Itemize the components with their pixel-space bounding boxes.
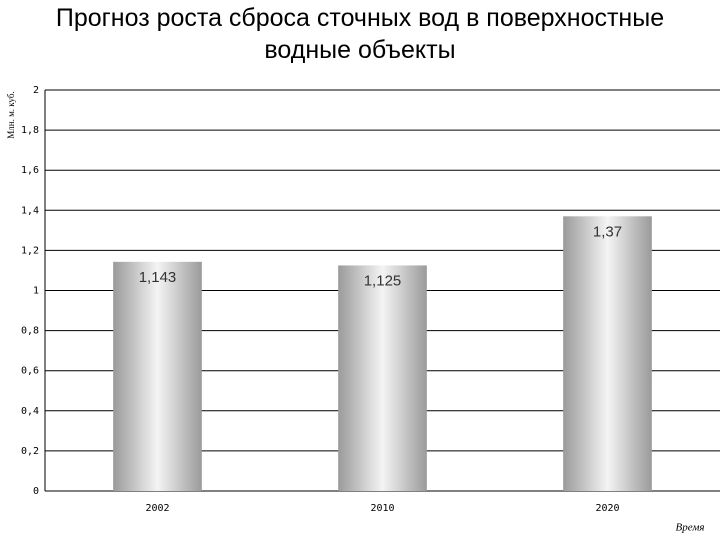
y-tick-label: 1,8 [21, 125, 39, 136]
y-tick-label: 1 [33, 286, 39, 297]
data-label: 1,125 [364, 272, 402, 289]
x-tick-label: 2010 [370, 503, 394, 514]
bar [563, 216, 652, 491]
x-axis-label: Время [676, 522, 705, 534]
x-tick-label: 2020 [595, 503, 619, 514]
chart-title: Прогноз роста сброса сточных вод в повер… [55, 4, 665, 64]
y-tick-label: 0 [33, 486, 39, 497]
y-tick-label: 1,4 [21, 205, 39, 216]
bar [338, 265, 427, 491]
y-tick-label: 1,2 [21, 245, 39, 256]
y-tick-label: 1,6 [21, 165, 39, 176]
x-tick-label: 2002 [145, 503, 169, 514]
data-label: 1,143 [139, 269, 177, 286]
y-tick-label: 0,6 [21, 366, 39, 377]
bar [113, 261, 202, 491]
y-tick-label: 0,2 [21, 446, 39, 457]
y-axis-label: Млн. м. куб. [6, 91, 16, 138]
y-tick-label: 0,4 [21, 406, 39, 417]
data-label: 1,37 [593, 223, 622, 240]
y-tick-label: 0,8 [21, 326, 39, 337]
y-tick-label: 2 [33, 85, 39, 96]
